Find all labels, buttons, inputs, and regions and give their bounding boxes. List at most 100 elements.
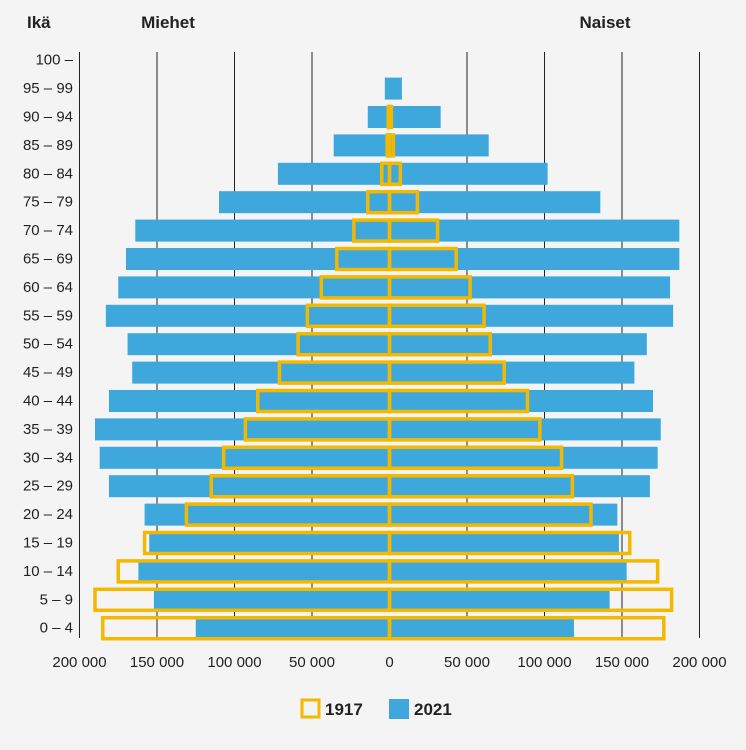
bar-2021-women [389, 134, 489, 157]
bar-1917-women [387, 161, 403, 187]
age-label: 5 – 9 [40, 591, 73, 608]
age-header: Ikä [27, 13, 51, 32]
age-label: 90 – 94 [23, 109, 73, 126]
bar-1917-women [387, 246, 458, 272]
age-label: 85 – 89 [23, 137, 73, 154]
x-tick-label: 100 000 [207, 654, 261, 671]
bar-2021-men [333, 134, 390, 157]
bar-1917-women [387, 473, 575, 499]
bar-1917-women [387, 615, 666, 641]
bar-1917-women [387, 133, 396, 158]
series-1917-bars [93, 104, 674, 641]
age-label: 45 – 49 [23, 364, 73, 381]
bar-2021-men [195, 617, 390, 640]
bar-2021-women [389, 106, 441, 128]
age-label: 95 – 99 [23, 80, 73, 97]
bar-2021-women [389, 276, 671, 299]
legend-swatch-2021 [389, 699, 409, 719]
bar-2021-women [389, 560, 627, 583]
bar-1917-women [387, 530, 632, 556]
legend: 1917 2021 [300, 698, 452, 719]
bar-1917-women [387, 218, 440, 243]
bar-2021-men [108, 390, 390, 412]
bar-2021-men [95, 418, 390, 441]
bar-2021-men [149, 532, 390, 554]
age-label: 65 – 69 [23, 251, 73, 268]
bar-2021-men [118, 276, 390, 299]
women-header: Naiset [579, 13, 630, 32]
bar-2021-men [132, 361, 390, 384]
x-tick-label: 200 000 [672, 654, 726, 671]
age-label: 55 – 59 [23, 307, 73, 324]
bar-1917-women [387, 388, 530, 414]
age-label: 40 – 44 [23, 393, 73, 410]
age-label: 100 – [35, 52, 73, 69]
bar-1917-women [387, 417, 542, 442]
bar-1917-women [387, 502, 593, 527]
age-label: 75 – 79 [23, 194, 73, 211]
bar-2021-women [389, 77, 402, 100]
age-group-labels: 0 – 4 5 – 9 10 – 14 15 – 19 20 – 24 25 – 29 30… [23, 52, 74, 637]
x-tick-label: 50 000 [289, 654, 335, 671]
men-header: Miehet [141, 13, 195, 32]
bar-2021-men [138, 560, 390, 583]
age-label: 80 – 84 [23, 165, 73, 182]
age-label: 60 – 64 [23, 279, 73, 296]
age-label: 25 – 29 [23, 478, 73, 495]
bar-2021-women [389, 162, 548, 185]
bar-1917-women [387, 104, 394, 130]
age-label: 35 – 39 [23, 421, 73, 438]
x-tick-labels: 200 000 150 000 100 000 50 000 0 50 000 100 00… [52, 654, 726, 671]
bar-2021-women [389, 191, 601, 214]
x-tick-label: 150 000 [130, 654, 184, 671]
bar-2021-men [277, 162, 390, 185]
bar-2021-women [389, 418, 661, 441]
x-tick-label: 50 000 [444, 654, 490, 671]
bar-2021-men [99, 446, 390, 469]
x-tick-label: 100 000 [517, 654, 571, 671]
bar-2021-men [219, 191, 390, 214]
bar-2021-men [108, 475, 390, 498]
bar-1917-women [387, 275, 472, 300]
bar-2021-men [153, 588, 390, 611]
bar-2021-women [389, 361, 635, 384]
age-label: 30 – 34 [23, 449, 73, 466]
age-label: 70 – 74 [23, 222, 73, 239]
age-label: 0 – 4 [40, 620, 73, 637]
bar-2021-men [127, 333, 390, 356]
bar-1917-women [387, 360, 506, 385]
bar-2021-men [135, 219, 390, 242]
bar-1917-women [387, 303, 486, 329]
bar-2021-men [384, 77, 390, 100]
bar-2021-men [367, 106, 390, 128]
x-tick-label: 0 [385, 654, 393, 671]
bar-1917-women [387, 587, 674, 613]
bar-2021-men [144, 503, 390, 526]
bar-1917-women [387, 559, 660, 584]
bar-2021-men [105, 304, 390, 327]
bar-1917-women [387, 189, 420, 215]
legend-label-2021: 2021 [414, 700, 452, 719]
bar-2021-women [389, 390, 653, 412]
x-tick-label: 200 000 [52, 654, 106, 671]
age-label: 15 – 19 [23, 535, 73, 552]
age-label: 20 – 24 [23, 506, 73, 523]
bar-2021-women [389, 617, 574, 640]
bar-2021-women [389, 304, 674, 327]
bar-2021-women [389, 333, 647, 356]
legend-swatch-1917 [300, 698, 321, 719]
legend-label-1917: 1917 [325, 700, 363, 719]
x-tick-label: 150 000 [595, 654, 649, 671]
bar-2021-women [389, 503, 618, 526]
bar-2021-women [389, 532, 619, 554]
bar-2021-women [389, 219, 680, 242]
bar-2021-women [389, 475, 650, 498]
bar-1917-women [387, 445, 564, 471]
age-label: 50 – 54 [23, 336, 73, 353]
bar-2021-women [389, 248, 680, 270]
bar-2021-women [389, 446, 658, 469]
bar-2021-women [389, 588, 610, 611]
bar-2021-men [126, 248, 390, 270]
